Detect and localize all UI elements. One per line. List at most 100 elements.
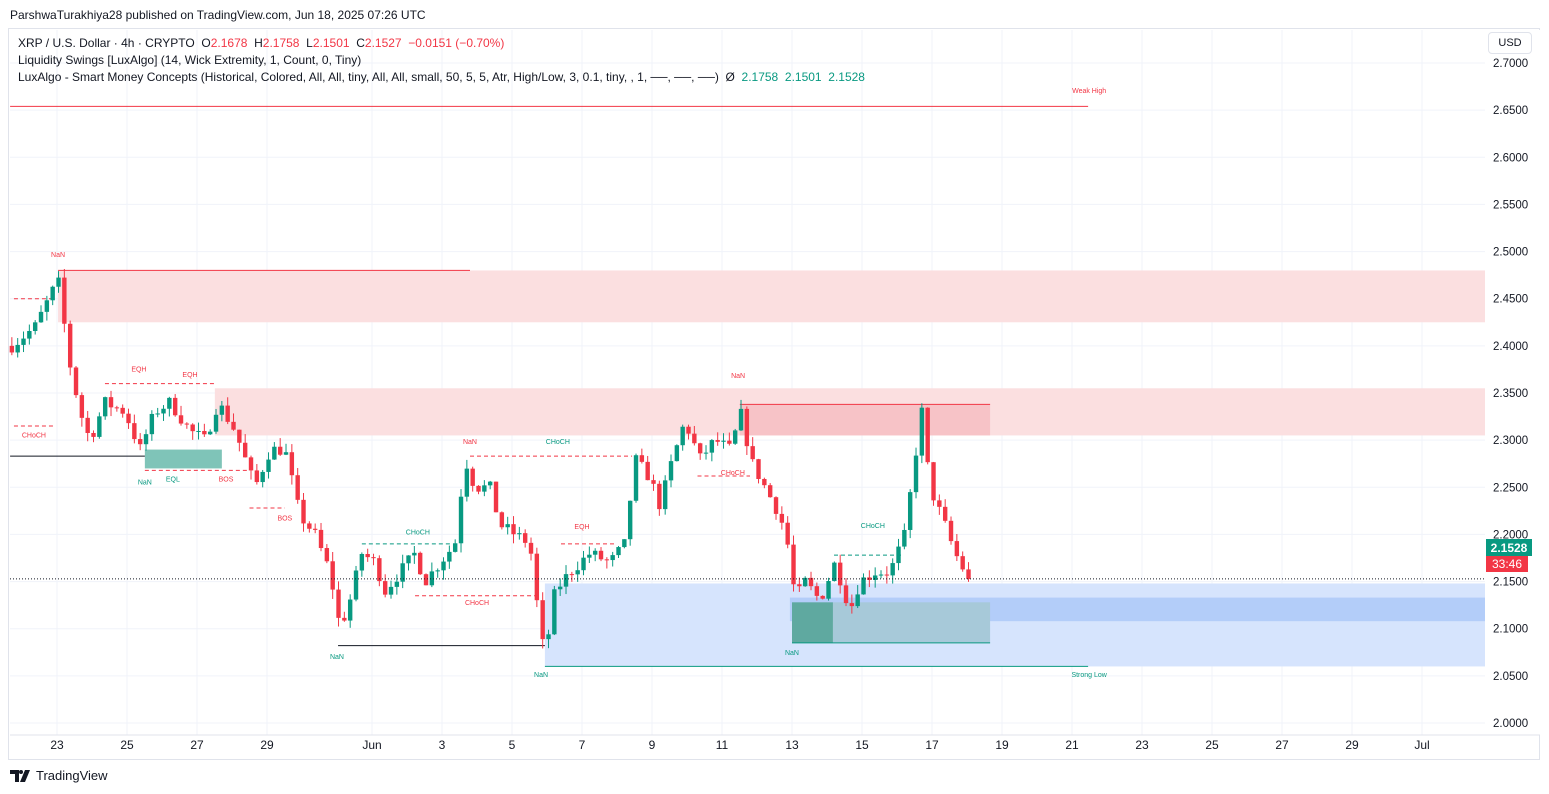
candle-body [149, 413, 155, 435]
candle [832, 561, 837, 582]
candle-body [814, 586, 820, 596]
candle [937, 494, 942, 515]
candle-body [540, 600, 545, 640]
candle [954, 534, 960, 562]
smc-label: CHoCH [406, 529, 430, 536]
open-value: 2.1678 [210, 36, 248, 50]
zone-box [58, 270, 1485, 323]
indicator-smc[interactable]: LuxAlgo - Smart Money Concepts (Historic… [18, 69, 865, 86]
candle-body [336, 589, 341, 618]
price-tick-label: 2.5500 [1493, 199, 1528, 211]
indicator-value-2: 2.1501 [784, 70, 822, 84]
candle-body [377, 558, 382, 582]
candle [802, 576, 808, 587]
candle [330, 551, 335, 599]
price-tick-label: 2.7000 [1493, 58, 1528, 70]
candle [732, 428, 738, 445]
candle-body [843, 585, 849, 604]
candle-body [732, 430, 738, 444]
candle [120, 404, 125, 418]
candle-body [721, 440, 726, 442]
candle-body [318, 529, 324, 549]
candle [132, 414, 137, 444]
candle-body [511, 524, 516, 535]
price-axis [1485, 30, 1540, 735]
candle-body [546, 634, 551, 640]
candle-body [522, 533, 528, 543]
brand-name: TradingView [36, 768, 108, 783]
candle [277, 438, 283, 456]
candle-body [38, 311, 44, 323]
time-tick-label: 21 [1065, 738, 1079, 752]
price-tick-label: 2.4000 [1493, 341, 1528, 353]
candle-body [750, 446, 755, 460]
candle-body [365, 553, 370, 558]
currency-button[interactable]: USD [1488, 32, 1532, 54]
zone-box [792, 602, 833, 643]
candle-body [592, 550, 598, 555]
candle [738, 399, 744, 431]
candle-body [505, 524, 510, 528]
candle-body [767, 485, 773, 498]
candle [960, 551, 965, 572]
candle-body [907, 492, 913, 530]
candle-body [342, 617, 347, 621]
symbol-legend[interactable]: XRP / U.S. Dollar · 4h · CRYPTO O2.1678 … [18, 35, 865, 52]
candle [272, 442, 277, 460]
candle-body [942, 506, 948, 521]
candle-body [954, 541, 960, 557]
candle [441, 557, 446, 580]
candle [744, 406, 750, 456]
smc-label: CHoCH [721, 470, 745, 477]
candle [581, 550, 586, 576]
candle [231, 413, 236, 431]
candle [429, 562, 435, 588]
candle [762, 477, 767, 489]
candle-body [797, 584, 802, 587]
candle-body [762, 478, 767, 486]
candle [692, 425, 697, 446]
candle [499, 511, 505, 530]
candle-body [447, 551, 452, 562]
last-price-badge [1486, 539, 1532, 556]
candle [528, 537, 534, 561]
time-tick-label: 25 [1205, 738, 1219, 752]
candle-body [219, 405, 225, 415]
candle [155, 407, 160, 418]
candle-body [400, 563, 405, 582]
time-tick-label: 19 [995, 738, 1009, 752]
candle-body [97, 416, 102, 437]
candle [207, 429, 213, 436]
candle-body [872, 575, 878, 580]
candle [657, 480, 662, 516]
candle [79, 392, 85, 427]
candle [202, 423, 207, 437]
candle-body [773, 497, 779, 514]
candle [388, 580, 394, 599]
smc-label: NaN [330, 654, 344, 661]
time-tick-label: Jul [1414, 738, 1429, 752]
indicator-liquidity-swings[interactable]: Liquidity Swings [LuxAlgo] (14, Wick Ext… [18, 53, 362, 67]
symbol-name: XRP / U.S. Dollar · 4h · CRYPTO [18, 36, 195, 50]
candle [178, 405, 184, 426]
candle [447, 545, 452, 569]
candle [563, 565, 569, 595]
candle [569, 571, 575, 582]
chart-legend: XRP / U.S. Dollar · 4h · CRYPTO O2.1678 … [18, 35, 865, 86]
time-tick-label: 29 [260, 738, 274, 752]
candle-body [172, 397, 178, 416]
candle [493, 481, 499, 513]
candle [639, 448, 645, 464]
candle [756, 458, 761, 484]
candle [126, 408, 131, 429]
candle-body [680, 426, 685, 446]
candle-body [563, 574, 569, 587]
candle-body [569, 574, 575, 576]
candle [517, 526, 522, 540]
low-value: 2.1501 [312, 36, 350, 50]
price-tick-label: 2.1000 [1493, 624, 1528, 636]
candle [73, 366, 79, 398]
candle-body [738, 408, 744, 431]
candle [785, 516, 790, 549]
